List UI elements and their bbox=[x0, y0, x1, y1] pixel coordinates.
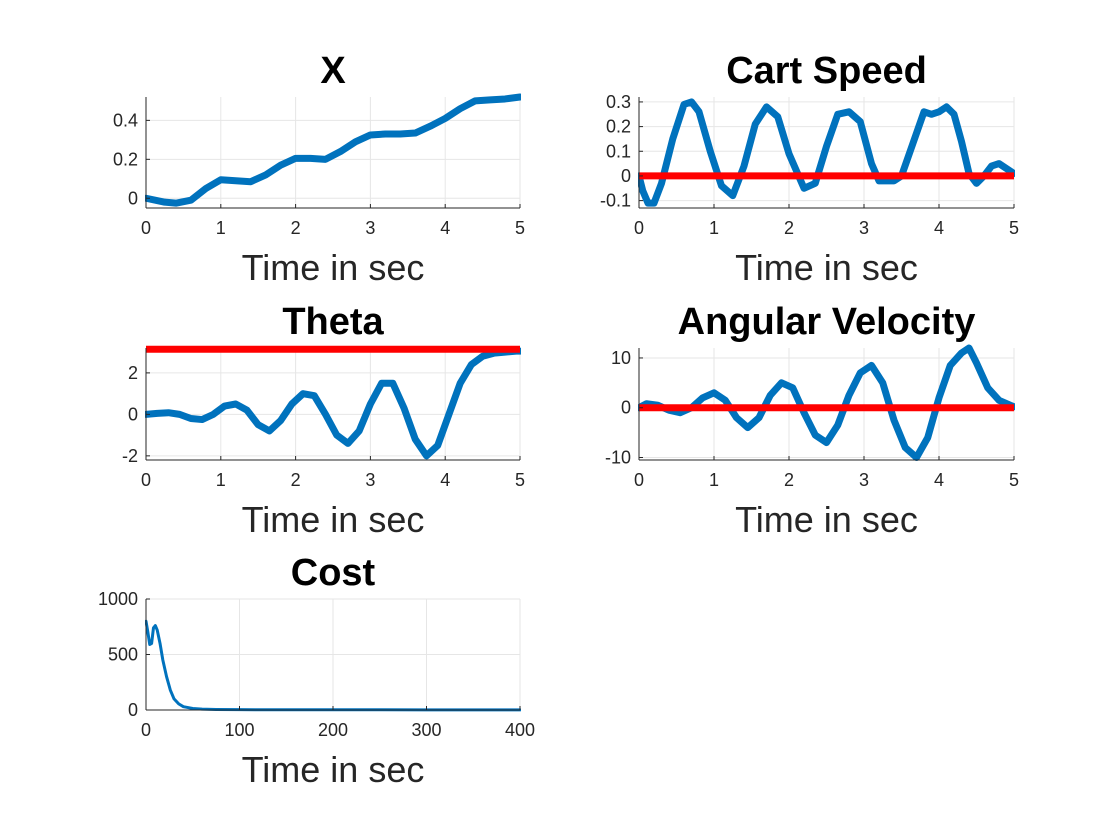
cost-x-tick-label-3: 300 bbox=[411, 720, 441, 740]
x-x-tick-label-0: 0 bbox=[141, 218, 151, 238]
angular-velocity-y-tick-label-0: -10 bbox=[605, 448, 631, 468]
angular-velocity-x-tick-label-0: 0 bbox=[634, 470, 644, 490]
x-x-tick-label-2: 2 bbox=[291, 218, 301, 238]
cost-x-tick-label-4: 400 bbox=[505, 720, 535, 740]
theta-x-tick-label-1: 1 bbox=[216, 470, 226, 490]
theta-series-line-0 bbox=[145, 347, 521, 460]
theta-x-tick-label-3: 3 bbox=[365, 470, 375, 490]
cost-title: Cost bbox=[291, 552, 376, 594]
theta-x-tick-label-5: 5 bbox=[515, 470, 525, 490]
x-x-label: Time in sec bbox=[242, 247, 425, 288]
theta-title: Theta bbox=[282, 301, 384, 343]
cart-speed-y-tick-label-2: 0.1 bbox=[606, 141, 631, 161]
cart-speed-x-tick-label-2: 2 bbox=[784, 218, 794, 238]
theta-y-tick-label-2: 2 bbox=[128, 363, 138, 383]
cost-y-tick-label-0: 0 bbox=[128, 700, 138, 720]
cost-x-tick-label-2: 200 bbox=[318, 720, 348, 740]
angular-velocity-x-tick-label-1: 1 bbox=[709, 470, 719, 490]
cost-y-tick-label-2: 1000 bbox=[98, 589, 138, 609]
angular-velocity-y-tick-label-2: 10 bbox=[611, 348, 631, 368]
cart-speed-y-tick-label-0: -0.1 bbox=[600, 191, 631, 211]
cost-x-tick-label-1: 100 bbox=[224, 720, 254, 740]
x-x-tick-label-1: 1 bbox=[216, 218, 226, 238]
cost-x-label: Time in sec bbox=[242, 749, 425, 790]
cart-speed-y-tick-label-4: 0.3 bbox=[606, 92, 631, 112]
theta-y-tick-label-1: 0 bbox=[128, 404, 138, 424]
cart-speed-y-tick-label-3: 0.2 bbox=[606, 117, 631, 137]
subplot-cost: 0 100 200 300 400 0 500 1000 Cost Time in sec bbox=[98, 552, 535, 790]
angular-velocity-series-line-0 bbox=[638, 344, 1015, 462]
angular-velocity-x-label: Time in sec bbox=[735, 499, 918, 540]
angular-velocity-title: Angular Velocity bbox=[678, 301, 976, 343]
angular-velocity-x-tick-label-5: 5 bbox=[1009, 470, 1019, 490]
x-x-tick-label-4: 4 bbox=[440, 218, 450, 238]
theta-x-tick-label-4: 4 bbox=[440, 470, 450, 490]
cart-speed-x-tick-label-1: 1 bbox=[709, 218, 719, 238]
cart-speed-x-tick-label-3: 3 bbox=[859, 218, 869, 238]
cart-speed-x-tick-label-0: 0 bbox=[634, 218, 644, 238]
x-series-line-0 bbox=[145, 93, 521, 207]
cart-speed-x-tick-label-5: 5 bbox=[1009, 218, 1019, 238]
angular-velocity-x-tick-label-3: 3 bbox=[859, 470, 869, 490]
cart-speed-x-label: Time in sec bbox=[735, 247, 918, 288]
angular-velocity-x-tick-label-2: 2 bbox=[784, 470, 794, 490]
x-x-tick-label-3: 3 bbox=[365, 218, 375, 238]
cart-speed-y-tick-label-1: 0 bbox=[621, 166, 631, 186]
cost-x-tick-label-0: 0 bbox=[141, 720, 151, 740]
cost-y-tick-label-1: 500 bbox=[108, 645, 138, 665]
angular-velocity-y-tick-label-1: 0 bbox=[621, 398, 631, 418]
x-y-tick-label-1: 0.2 bbox=[113, 149, 138, 169]
theta-x-tick-label-0: 0 bbox=[141, 470, 151, 490]
theta-x-tick-label-2: 2 bbox=[291, 470, 301, 490]
cart-speed-series-line-0 bbox=[638, 98, 1015, 207]
theta-y-tick-label-0: -2 bbox=[122, 446, 138, 466]
x-x-tick-label-5: 5 bbox=[515, 218, 525, 238]
x-y-tick-label-0: 0 bbox=[128, 188, 138, 208]
x-title: X bbox=[320, 50, 346, 92]
subplot-x: 0 1 2 3 4 5 0 0.2 0.4 X Time in sec bbox=[113, 50, 525, 288]
theta-x-label: Time in sec bbox=[242, 499, 425, 540]
cart-speed-x-tick-label-4: 4 bbox=[934, 218, 944, 238]
cart-speed-title: Cart Speed bbox=[726, 50, 927, 92]
x-y-tick-label-2: 0.4 bbox=[113, 110, 138, 130]
angular-velocity-x-tick-label-4: 4 bbox=[934, 470, 944, 490]
